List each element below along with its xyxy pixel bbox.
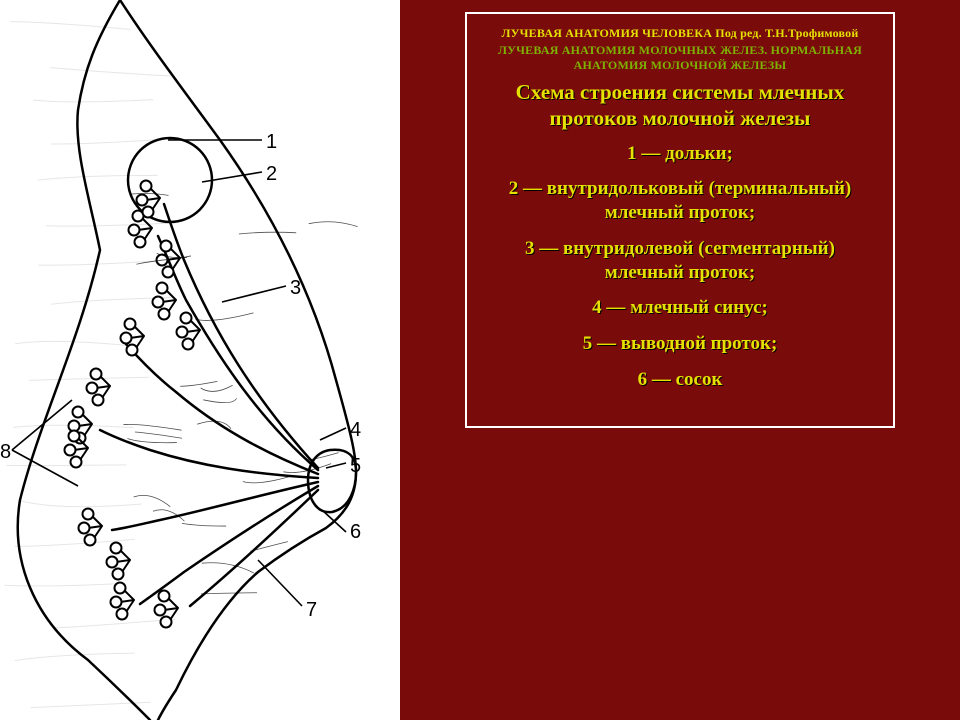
- legend-item-3: 3 — внутридолевой (сегментарный) млечный…: [485, 237, 875, 285]
- diagram-label-4: 4: [350, 420, 361, 440]
- diagram-label-5: 5: [350, 456, 361, 476]
- legend-item-5: 5 — выводной проток;: [485, 332, 875, 356]
- diagram-label-3: 3: [290, 278, 301, 298]
- diagram-label-2: 2: [266, 164, 277, 184]
- legend-item-1: 1 — дольки;: [485, 142, 875, 166]
- anatomy-diagram: [0, 0, 400, 720]
- legend-item-6: 6 — сосок: [485, 368, 875, 392]
- diagram-label-7: 7: [306, 600, 317, 620]
- text-panel: ЛУЧЕВАЯ АНАТОМИЯ ЧЕЛОВЕКА Под ред. Т.Н.Т…: [400, 0, 960, 720]
- header-2: ЛУЧЕВАЯ АНАТОМИЯ МОЛОЧНЫХ ЖЕЛЕЗ. НОРМАЛЬ…: [485, 43, 875, 73]
- header-1: ЛУЧЕВАЯ АНАТОМИЯ ЧЕЛОВЕКА Под ред. Т.Н.Т…: [485, 26, 875, 41]
- diagram-label-1: 1: [266, 132, 277, 152]
- text-box: ЛУЧЕВАЯ АНАТОМИЯ ЧЕЛОВЕКА Под ред. Т.Н.Т…: [465, 12, 895, 428]
- legend-item-2: 2 — внутридольковый (терминальный) млечн…: [485, 177, 875, 225]
- title: Схема строения системы млечных протоков …: [485, 79, 875, 132]
- diagram-panel: 1 2 3 4 5 6 7 8: [0, 0, 400, 720]
- slide: 1 2 3 4 5 6 7 8 ЛУЧЕВАЯ АНАТОМИЯ ЧЕЛОВЕКА Под р…: [0, 0, 960, 720]
- diagram-label-8: 8: [0, 442, 11, 462]
- legend-item-4: 4 — млечный синус;: [485, 296, 875, 320]
- diagram-label-6: 6: [350, 522, 361, 542]
